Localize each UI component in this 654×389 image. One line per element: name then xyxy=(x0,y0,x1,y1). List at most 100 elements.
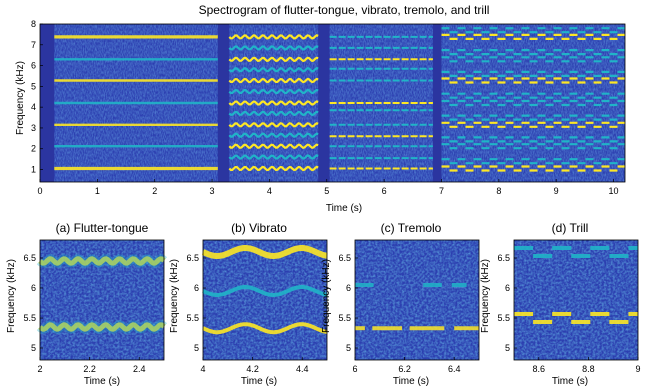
main-x-tick-label: 3 xyxy=(210,186,215,196)
subplot-y-tick-label: 5 xyxy=(505,343,510,353)
segment-gap xyxy=(432,24,442,182)
subplot-x-tick-label: 6 xyxy=(352,364,357,374)
trill-harmonic-band xyxy=(441,77,625,84)
subplot-a-x-label: Time (s) xyxy=(84,376,120,387)
main-x-tick-label: 2 xyxy=(152,186,157,196)
subplot-b-title: (b) Vibrato xyxy=(231,221,287,235)
subplot-x-tick-label: 9 xyxy=(635,364,640,374)
subplot-x-tick-label: 2 xyxy=(37,364,42,374)
vibrato-harmonic-band xyxy=(228,100,319,106)
subplot-c-y-label: Frequency (kHz) xyxy=(321,259,332,333)
vibrato-harmonic-band xyxy=(228,110,319,117)
subplot-vibrato: (b) Vibrato Time (s) Frequency (kHz) 4 4.… xyxy=(169,221,328,387)
subplot-d-y-label: Frequency (kHz) xyxy=(480,259,491,333)
subplot-trill: (d) Trill Time (s) Frequency (kHz) 8.6 8.… xyxy=(480,221,641,387)
subplot-y-tick-label: 6.5 xyxy=(186,253,199,263)
subplot-band-halo xyxy=(36,254,168,268)
main-x-tick-label: 1 xyxy=(95,186,100,196)
main-x-tick-label: 0 xyxy=(37,186,42,196)
main-y-tick-label: 1 xyxy=(31,165,36,175)
trill-harmonic-band xyxy=(441,70,625,77)
main-x-tick-label: 9 xyxy=(554,186,559,196)
main-y-tick-label: 8 xyxy=(31,19,36,29)
subplot-y-tick-label: 5.5 xyxy=(497,313,510,323)
main-x-tick-label: 6 xyxy=(382,186,387,196)
segment-gap xyxy=(40,24,55,182)
subplot-y-tick-label: 6 xyxy=(194,283,199,293)
vibrato-harmonic-band xyxy=(228,132,319,139)
main-title: Spectrogram of flutter-tongue, vibrato, … xyxy=(199,3,490,17)
main-y-axis-label: Frequency (kHz) xyxy=(15,61,26,135)
subplot-b-x-label: Time (s) xyxy=(241,376,277,387)
vibrato-harmonic-band xyxy=(228,77,319,84)
subplot-a-y-label: Frequency (kHz) xyxy=(6,259,17,333)
main-y-tick-label: 5 xyxy=(31,81,36,91)
subplot-x-tick-label: 4.2 xyxy=(246,364,259,374)
subplot-y-tick-label: 6.5 xyxy=(338,253,351,263)
main-x-axis-label: Time (s) xyxy=(326,203,362,214)
subplot-y-tick-label: 6 xyxy=(346,283,351,293)
subplot-d-title: (d) Trill xyxy=(552,221,589,235)
subplot-plot-area xyxy=(513,239,639,361)
subplot-y-tick-label: 5 xyxy=(346,343,351,353)
vibrato-harmonic-band xyxy=(228,143,319,150)
vibrato-harmonic-band xyxy=(228,122,319,128)
subplot-frame xyxy=(202,239,328,361)
trill-harmonic-band xyxy=(441,99,625,107)
subplot-x-tick-label: 2.4 xyxy=(133,364,146,374)
main-x-tick-label: 4 xyxy=(267,186,272,196)
subplot-x-tick-label: 8.8 xyxy=(582,364,595,374)
main-spectrogram: Spectrogram of flutter-tongue, vibrato, … xyxy=(15,3,626,214)
vibrato-harmonic-band xyxy=(228,154,319,160)
vibrato-harmonic-band xyxy=(228,56,319,63)
subplot-plot-area xyxy=(354,239,480,361)
subplot-y-tick-label: 6 xyxy=(505,283,510,293)
subplot-band-halo xyxy=(36,320,168,334)
trill-harmonic-band xyxy=(441,158,625,165)
main-x-tick-label: 7 xyxy=(439,186,444,196)
subplot-frame xyxy=(39,239,165,361)
main-plot-frame xyxy=(39,23,626,183)
subplot-x-tick-label: 2.2 xyxy=(83,364,96,374)
subplot-y-tick-label: 5 xyxy=(31,343,36,353)
subplot-d-x-label: Time (s) xyxy=(552,376,588,387)
trill-harmonic-band xyxy=(441,143,625,150)
subplot-x-tick-label: 4 xyxy=(200,364,205,374)
trill-harmonic-band xyxy=(441,92,625,99)
subplot-band xyxy=(38,256,166,266)
subplot-y-tick-label: 5.5 xyxy=(186,313,199,323)
segment-gap xyxy=(217,24,230,182)
subplot-plot-area xyxy=(36,239,168,361)
subplot-frame xyxy=(513,239,639,361)
subplot-y-tick-label: 5.5 xyxy=(23,313,36,323)
main-y-tick-label: 4 xyxy=(31,102,36,112)
vibrato-harmonic-band xyxy=(228,34,319,40)
trill-harmonic-band xyxy=(441,27,625,34)
trill-harmonic-band xyxy=(441,49,625,56)
trill-harmonic-band xyxy=(441,121,625,128)
main-y-tick-label: 3 xyxy=(31,123,36,133)
subplot-band xyxy=(201,245,328,259)
subplot-a-title: (a) Flutter-tongue xyxy=(56,221,149,235)
trill-harmonic-band xyxy=(441,33,625,40)
vibrato-harmonic-band xyxy=(228,165,319,172)
subplot-noise-texture xyxy=(203,240,327,360)
subplot-noise-texture xyxy=(355,240,479,360)
vibrato-harmonic-band xyxy=(228,45,319,51)
trill-harmonic-band xyxy=(441,114,625,121)
segment-gap xyxy=(318,24,330,182)
subplot-noise-texture xyxy=(514,240,638,360)
subplot-b-y-label: Frequency (kHz) xyxy=(169,259,180,333)
subplot-x-tick-label: 6.4 xyxy=(448,364,461,374)
trill-harmonic-band xyxy=(441,136,625,143)
subplot-x-tick-label: 6.2 xyxy=(398,364,411,374)
subplot-band xyxy=(202,322,328,335)
main-x-tick-label: 10 xyxy=(609,186,619,196)
main-x-tick-label: 5 xyxy=(324,186,329,196)
vibrato-harmonic-band xyxy=(228,66,319,73)
trill-harmonic-band xyxy=(441,165,625,172)
vibrato-harmonic-band xyxy=(228,88,319,95)
subplot-y-tick-label: 5 xyxy=(194,343,199,353)
main-y-tick-label: 7 xyxy=(31,40,36,50)
subplot-flutter-tongue: (a) Flutter-tongue Time (s) Frequency (k… xyxy=(6,221,168,387)
